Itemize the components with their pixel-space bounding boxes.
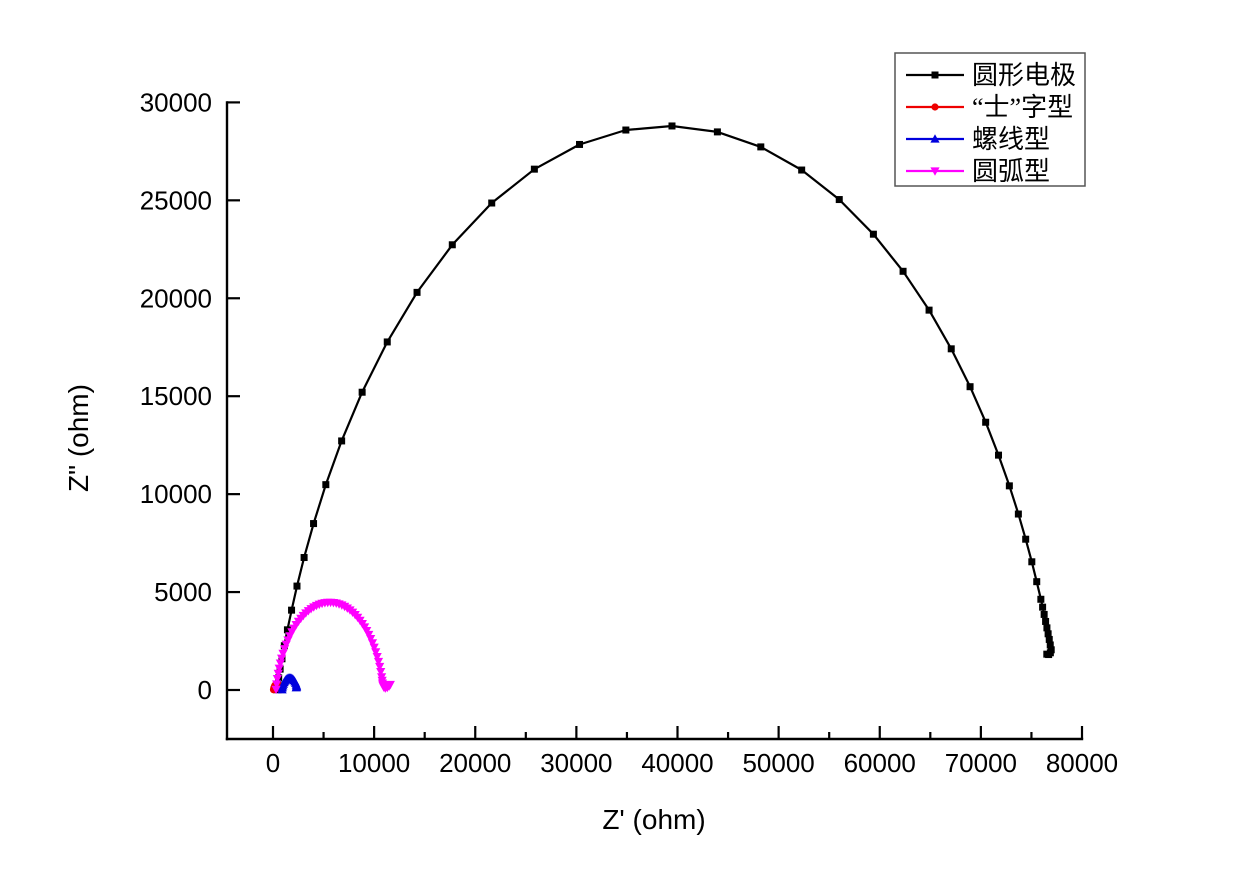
square-marker-icon: [982, 418, 990, 426]
square-marker-icon: [798, 166, 806, 174]
square-marker-icon: [869, 230, 877, 238]
square-marker-icon: [1044, 630, 1052, 638]
triangle-down-marker-icon: [366, 634, 376, 644]
triangle-down-marker-icon: [375, 662, 385, 672]
series-line: [275, 124, 1053, 690]
square-marker-icon: [1033, 578, 1041, 586]
triangle-down-marker-icon: [273, 669, 283, 679]
legend-entry-2: 螺线型: [906, 125, 1050, 154]
square-marker-icon: [925, 306, 933, 314]
triangle-down-marker-icon: [275, 659, 285, 668]
square-marker-icon: [576, 140, 584, 148]
square-marker-icon: [931, 71, 939, 79]
square-marker-icon: [995, 451, 1003, 459]
x-tick-label: 50000: [742, 748, 814, 778]
y-tick-label: 5000: [154, 577, 212, 607]
triangle-down-marker-icon: [272, 675, 282, 684]
square-marker-icon: [1042, 617, 1050, 625]
legend-entry-0: 圆形电极: [906, 61, 1076, 90]
circle-marker-icon: [931, 103, 939, 111]
y-tick-label: 30000: [140, 87, 212, 117]
square-marker-icon: [448, 241, 456, 249]
square-marker-icon: [1039, 603, 1047, 611]
square-marker-icon: [1028, 558, 1036, 566]
square-marker-icon: [288, 606, 296, 614]
square-marker-icon: [283, 626, 291, 634]
triangle-down-marker-icon: [373, 657, 384, 667]
series-2: [277, 673, 302, 694]
square-marker-icon: [622, 126, 630, 134]
series-3: [271, 598, 395, 695]
square-marker-icon: [1045, 635, 1053, 643]
x-axis-title: Z' (ohm): [602, 804, 705, 835]
square-marker-icon: [488, 199, 496, 207]
triangle-down-marker-icon: [930, 167, 940, 176]
x-tick-label: 80000: [1046, 748, 1118, 778]
square-marker-icon: [966, 383, 974, 391]
square-marker-icon: [1037, 595, 1045, 603]
triangle-down-marker-icon: [272, 680, 282, 689]
triangle-down-marker-icon: [376, 668, 386, 677]
tick-labels: 0 10000 20000 30000 40000 50000 60000 70000 8000…: [140, 87, 1118, 778]
square-marker-icon: [899, 267, 907, 275]
square-marker-icon: [947, 345, 955, 353]
square-marker-icon: [300, 554, 308, 562]
triangle-down-marker-icon: [371, 648, 381, 657]
legend-label: 圆形电极: [972, 61, 1076, 90]
data-series: [269, 122, 1055, 695]
y-axis-title: Z" (ohm): [63, 384, 94, 492]
legend-label: “士”字型: [972, 93, 1073, 122]
square-marker-icon: [713, 128, 721, 136]
triangle-down-marker-icon: [385, 680, 395, 690]
series-0: [273, 122, 1055, 694]
square-marker-icon: [1014, 510, 1022, 518]
y-tick-label: 10000: [140, 479, 212, 509]
triangle-down-marker-icon: [277, 654, 287, 663]
square-marker-icon: [530, 165, 538, 173]
x-tick-label: 20000: [439, 748, 511, 778]
axes: [225, 101, 1084, 741]
x-tick-label: 0: [266, 748, 280, 778]
square-marker-icon: [413, 288, 421, 296]
triangle-down-marker-icon: [274, 664, 284, 673]
legend-label: 圆弧型: [972, 157, 1050, 186]
triangle-up-marker-icon: [291, 682, 301, 692]
square-marker-icon: [322, 481, 330, 489]
triangle-down-marker-icon: [369, 643, 379, 653]
legend-entry-3: 圆弧型: [906, 157, 1050, 186]
x-tick-label: 40000: [641, 748, 713, 778]
square-marker-icon: [1040, 610, 1048, 618]
square-marker-icon: [835, 196, 843, 204]
square-marker-icon: [383, 338, 391, 346]
y-tick-label: 25000: [140, 185, 212, 215]
triangle-up-marker-icon: [930, 134, 940, 143]
square-marker-icon: [757, 143, 765, 151]
square-marker-icon: [1046, 641, 1054, 649]
triangle-down-marker-icon: [271, 685, 281, 695]
x-tick-label: 30000: [540, 748, 612, 778]
legend-entry-1: “士”字型: [906, 93, 1073, 122]
x-tick-label: 70000: [945, 748, 1017, 778]
square-marker-icon: [668, 122, 676, 130]
square-marker-icon: [1043, 624, 1051, 632]
y-tick-label: 15000: [140, 381, 212, 411]
square-marker-icon: [1005, 482, 1013, 490]
square-marker-icon: [358, 388, 366, 396]
y-tick-label: 0: [198, 675, 212, 705]
x-tick-label: 10000: [338, 748, 410, 778]
square-marker-icon: [1043, 650, 1051, 658]
triangle-down-marker-icon: [372, 652, 382, 662]
y-tick-label: 20000: [140, 283, 212, 313]
legend-label: 螺线型: [972, 125, 1050, 154]
square-marker-icon: [293, 582, 301, 590]
triangle-down-marker-icon: [367, 639, 378, 648]
square-marker-icon: [1022, 535, 1030, 543]
square-marker-icon: [310, 520, 318, 528]
square-marker-icon: [338, 437, 346, 445]
x-tick-label: 60000: [844, 748, 916, 778]
